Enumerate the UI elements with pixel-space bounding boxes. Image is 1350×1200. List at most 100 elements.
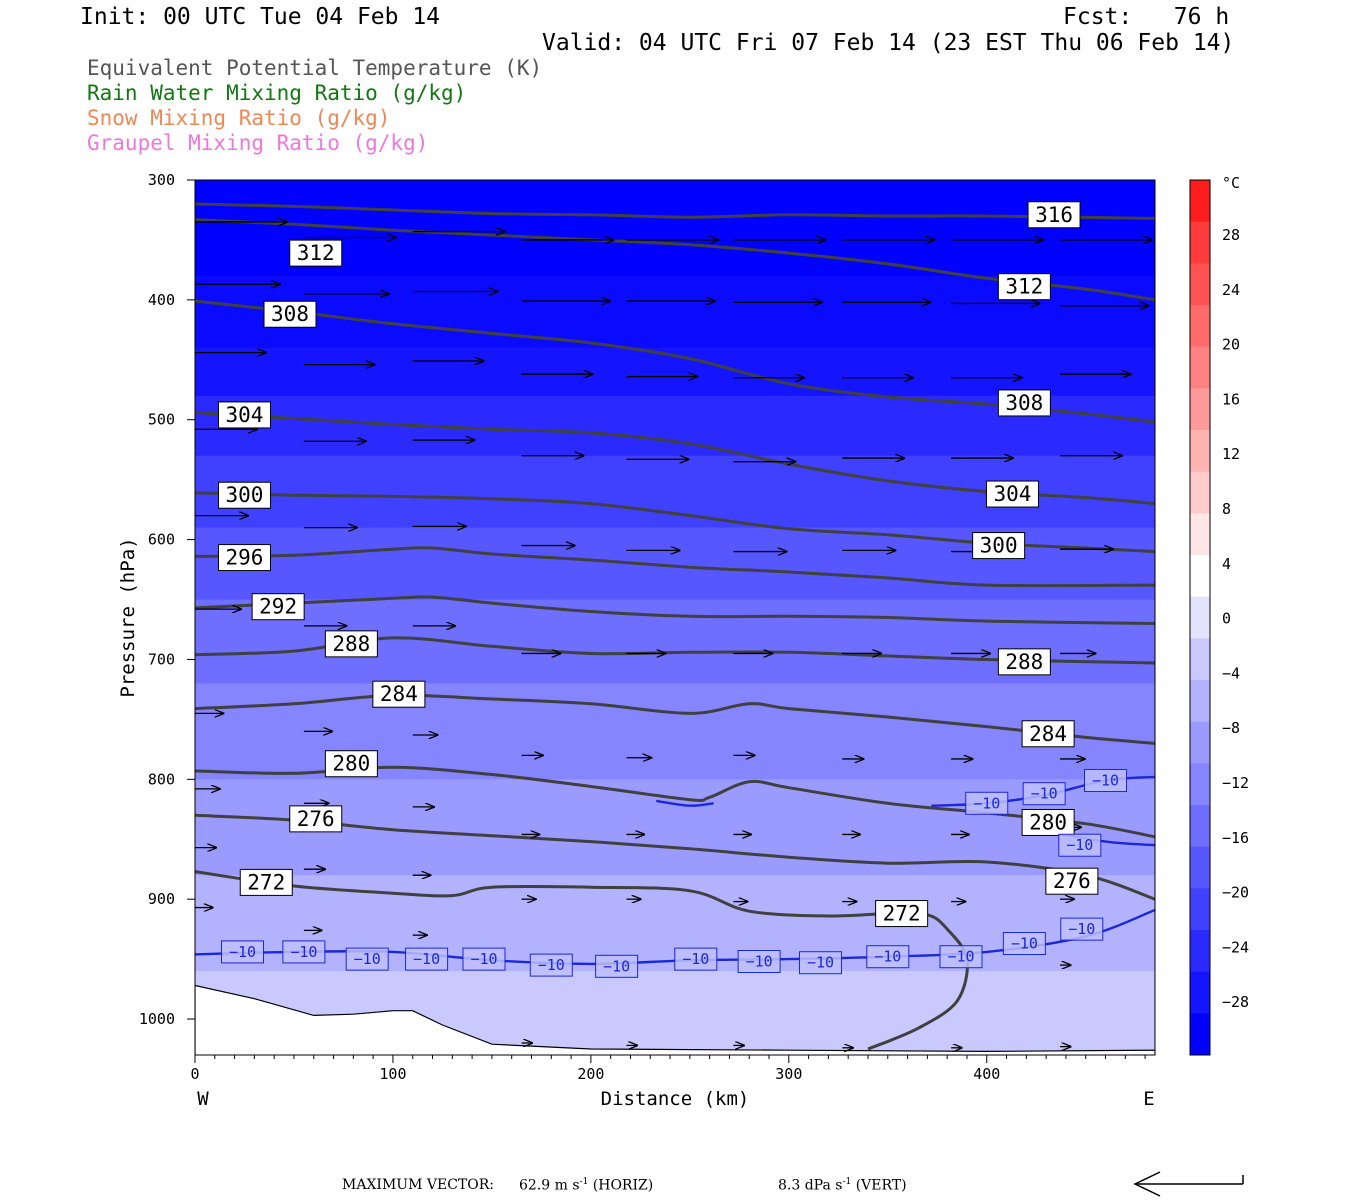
theta-e-contour-label: 312 [1005, 275, 1043, 299]
theta-e-label-box [1021, 720, 1075, 748]
theta-e-label-box [1021, 808, 1075, 836]
x-tick-label: 400 [973, 1065, 1000, 1083]
theta-e-contour-label: 308 [271, 302, 309, 326]
theta-e-contour-line [195, 202, 1155, 220]
colorbar-label: −20 [1222, 884, 1249, 902]
field-label-graupel: Graupel Mixing Ratio (g/kg) [87, 131, 429, 155]
colorbar-swatch [1190, 221, 1210, 264]
init-time: Init: 00 UTC Tue 04 Feb 14 [80, 4, 441, 30]
theta-e-contour-label: 300 [980, 534, 1018, 558]
colorbar-label: −12 [1222, 774, 1249, 792]
temperature-contour-label: −10 [229, 943, 256, 961]
theta-e-label-box [251, 593, 305, 621]
theta-e-contour-label: 276 [297, 807, 335, 831]
temperature-contour-label: −10 [354, 950, 381, 968]
theta-e-contour-line [195, 813, 1155, 901]
temperature-label-box [462, 947, 506, 971]
temperature-label-box [282, 940, 326, 964]
colorbar-label: 28 [1222, 226, 1240, 244]
temperature-label-box [1022, 782, 1066, 806]
colorbar-label: 12 [1222, 445, 1240, 463]
temperature-label-box [737, 950, 781, 974]
theta-e-contour-label: 288 [332, 632, 370, 656]
colorbar-swatch [1190, 721, 1210, 764]
theta-e-contour-line [195, 546, 1155, 588]
colorbar-swatch [1190, 305, 1210, 348]
colorbar-label: 24 [1222, 281, 1240, 299]
temperature-contour-label: −10 [682, 950, 709, 968]
colorbar-swatch [1190, 596, 1210, 639]
colorbar-swatch [1190, 471, 1210, 514]
temperature-contour-label: −10 [874, 948, 901, 966]
theta-e-label-box [289, 805, 343, 833]
theta-e-contour-label: 304 [994, 482, 1032, 506]
colorbar-label: −8 [1222, 719, 1240, 737]
colorbar-label: −16 [1222, 829, 1249, 847]
theta-e-contour-label: 280 [1029, 810, 1067, 834]
valid-time: Valid: 04 UTC Fri 07 Feb 14 (23 EST Thu … [542, 30, 1235, 56]
colorbar-swatch [1190, 930, 1210, 973]
theta-e-label-box [997, 273, 1051, 301]
colorbar-swatch [1190, 555, 1210, 598]
temperature-contour-label: −10 [413, 950, 440, 968]
temperature-label-box [674, 947, 718, 971]
colorbar-label: 8 [1222, 500, 1231, 518]
theta-e-contour-label: 272 [247, 870, 285, 894]
theta-e-label-box [1027, 201, 1081, 229]
temperature-contour-label: −10 [807, 954, 834, 972]
colorbar-swatch [1190, 971, 1210, 1014]
field-label-theta-e: Equivalent Potential Temperature (K) [87, 56, 543, 80]
temperature-contour-label: −10 [290, 943, 317, 961]
theta-e-label-box [324, 630, 378, 658]
theta-e-label-box [997, 648, 1051, 676]
theta-e-contour-label: 288 [1005, 650, 1043, 674]
y-tick-label: 1000 [139, 1010, 175, 1028]
theta-e-contour-label: 272 [883, 902, 921, 926]
theta-e-contour-label: 296 [226, 546, 264, 570]
colorbar-label: −28 [1222, 993, 1249, 1011]
theta-e-contour-label: 284 [380, 682, 418, 706]
theta-e-contour-label: 304 [226, 403, 264, 427]
colorbar-swatch [1190, 180, 1210, 223]
temperature-label-box [405, 947, 449, 971]
theta-e-label-box [985, 480, 1039, 508]
colorbar-swatch [1190, 638, 1210, 681]
y-tick-label: 700 [148, 650, 175, 668]
temperature-label-box [965, 791, 1009, 815]
west-label: W [197, 1088, 209, 1110]
colorbar-swatch [1190, 346, 1210, 389]
x-tick-label: 300 [775, 1065, 802, 1083]
theta-e-contour-label: 300 [226, 483, 264, 507]
theta-e-label-box [217, 401, 271, 429]
colorbar-swatch [1190, 388, 1210, 431]
temperature-contour-label: −10 [973, 794, 1000, 812]
colorbar-swatch [1190, 680, 1210, 723]
theta-e-label-box [324, 750, 378, 778]
y-axis-title: Pressure (hPa) [117, 537, 139, 697]
colorbar-swatch [1190, 888, 1210, 931]
forecast-hour: Fcst: 76 h [1063, 4, 1230, 30]
x-axis-title: Distance (km) [601, 1088, 750, 1110]
colorbar-label: 4 [1222, 555, 1231, 573]
temperature-contour-label: −10 [470, 950, 497, 968]
temperature-contour-label: −10 [1011, 935, 1038, 953]
colorbar-swatch [1190, 805, 1210, 848]
colorbar-swatch [1190, 513, 1210, 556]
max-vector-label: MAXIMUM VECTOR: [342, 1177, 494, 1193]
theta-e-label-box [972, 532, 1026, 560]
temperature-label-box [221, 940, 265, 964]
theta-e-contour-label: 316 [1035, 203, 1073, 227]
colorbar-label: 0 [1222, 610, 1231, 628]
colorbar-swatch [1190, 263, 1210, 306]
colorbar-unit: °C [1222, 174, 1240, 192]
theta-e-label-box [1045, 867, 1099, 895]
colorbar-swatch [1190, 763, 1210, 806]
theta-e-label-box [217, 481, 271, 509]
theta-e-label-box [289, 239, 343, 267]
colorbar-label: −4 [1222, 664, 1240, 682]
temperature-label-box [529, 953, 573, 977]
x-tick-label: 200 [577, 1065, 604, 1083]
y-tick-label: 500 [148, 411, 175, 429]
colorbar-label: 16 [1222, 390, 1240, 408]
